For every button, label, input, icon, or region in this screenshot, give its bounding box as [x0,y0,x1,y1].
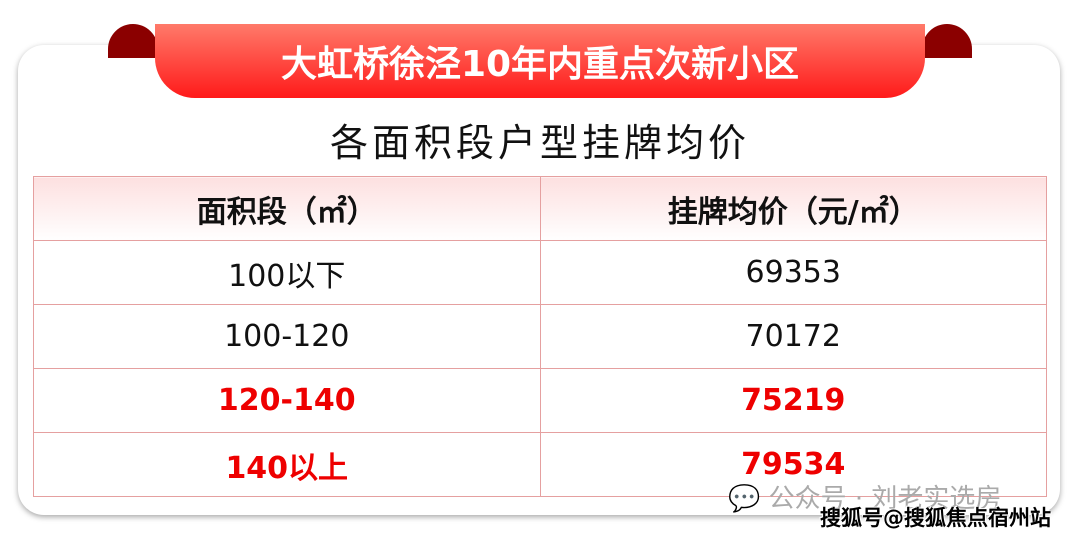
area-cell: 140以上 [33,432,541,497]
wechat-icon: 💬 [728,484,761,514]
price-cell: 70172 [539,304,1047,369]
ribbon-right-fold [922,24,972,58]
price-table: 面积段（㎡） 挂牌均价（元/㎡） 100以下 69353 100-120 70172 … [33,176,1047,497]
table-row: 100-120 70172 [33,304,1047,369]
header-price: 挂牌均价（元/㎡） [539,176,1047,241]
header-area: 面积段（㎡） [33,176,541,241]
table-row: 140以上 79534 [33,432,1047,497]
ribbon-left-fold [108,24,158,58]
area-cell: 100以下 [33,240,541,305]
area-cell: 100-120 [33,304,541,369]
watermark: 💬 公众号 · 刘老实选房 [728,484,1002,514]
price-cell: 79534 [539,432,1047,497]
source-watermark: 搜狐号@搜狐焦点宿州站 [820,506,1051,530]
price-cell: 69353 [539,240,1047,305]
table-row: 120-140 75219 [33,368,1047,433]
price-cell: 75219 [539,368,1047,433]
subtitle: 各面积段户型挂牌均价 [329,121,750,165]
area-cell: 120-140 [33,368,541,433]
table-header: 面积段（㎡） 挂牌均价（元/㎡） [33,176,1047,241]
title-banner: 大虹桥徐泾10年内重点次新小区 [155,24,925,98]
table-row: 100以下 69353 [33,240,1047,305]
